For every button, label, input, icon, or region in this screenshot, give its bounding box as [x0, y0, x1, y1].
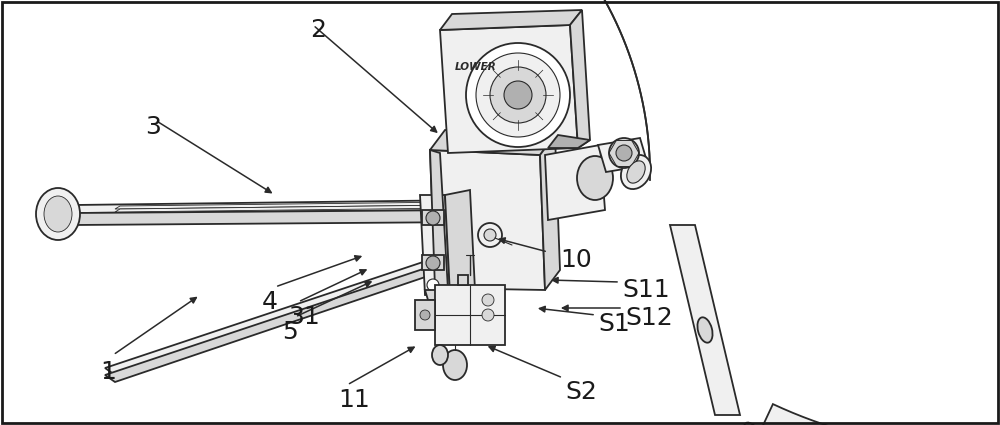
Ellipse shape [616, 145, 632, 161]
Polygon shape [570, 10, 590, 148]
Polygon shape [105, 265, 440, 382]
Polygon shape [115, 205, 460, 212]
Text: 10: 10 [560, 248, 592, 272]
Text: S11: S11 [622, 278, 670, 302]
Ellipse shape [36, 188, 80, 240]
Text: 2: 2 [310, 18, 326, 42]
Text: S12: S12 [625, 306, 673, 330]
Polygon shape [548, 135, 590, 148]
Ellipse shape [621, 155, 651, 189]
Polygon shape [425, 290, 478, 300]
Polygon shape [430, 130, 555, 155]
Ellipse shape [466, 43, 570, 147]
Ellipse shape [482, 294, 494, 306]
Ellipse shape [44, 196, 72, 232]
Text: S1: S1 [598, 312, 630, 336]
Polygon shape [422, 255, 444, 270]
Ellipse shape [627, 161, 645, 183]
Polygon shape [420, 195, 450, 295]
Ellipse shape [476, 53, 560, 137]
Ellipse shape [482, 309, 494, 321]
Polygon shape [62, 200, 475, 213]
Polygon shape [115, 202, 460, 209]
Ellipse shape [697, 317, 713, 343]
Ellipse shape [484, 229, 496, 241]
Ellipse shape [490, 67, 546, 123]
Ellipse shape [432, 345, 448, 365]
Polygon shape [670, 225, 740, 415]
Ellipse shape [443, 350, 467, 380]
Polygon shape [458, 275, 468, 285]
Polygon shape [415, 300, 435, 330]
Polygon shape [105, 258, 440, 375]
Text: S2: S2 [565, 380, 597, 404]
Polygon shape [440, 10, 582, 30]
Text: 11: 11 [338, 388, 370, 412]
Ellipse shape [420, 310, 430, 320]
Polygon shape [430, 150, 448, 290]
Text: 1: 1 [100, 360, 116, 384]
Ellipse shape [609, 138, 639, 168]
Polygon shape [756, 0, 1000, 425]
Ellipse shape [478, 223, 502, 247]
Text: 4: 4 [262, 290, 278, 314]
Polygon shape [445, 190, 475, 295]
Ellipse shape [426, 211, 440, 225]
Ellipse shape [577, 156, 613, 200]
Ellipse shape [504, 81, 532, 109]
Text: 5: 5 [282, 320, 298, 344]
Polygon shape [545, 145, 605, 220]
Text: 31: 31 [288, 305, 320, 329]
Polygon shape [62, 210, 475, 225]
Polygon shape [430, 150, 545, 290]
Text: LOWER: LOWER [455, 62, 497, 72]
Polygon shape [440, 25, 578, 153]
Ellipse shape [426, 256, 440, 270]
Polygon shape [540, 135, 560, 290]
Ellipse shape [427, 279, 439, 291]
Text: 3: 3 [145, 115, 161, 139]
Polygon shape [422, 210, 444, 225]
Polygon shape [598, 138, 648, 172]
Ellipse shape [744, 422, 768, 425]
Polygon shape [435, 285, 505, 345]
